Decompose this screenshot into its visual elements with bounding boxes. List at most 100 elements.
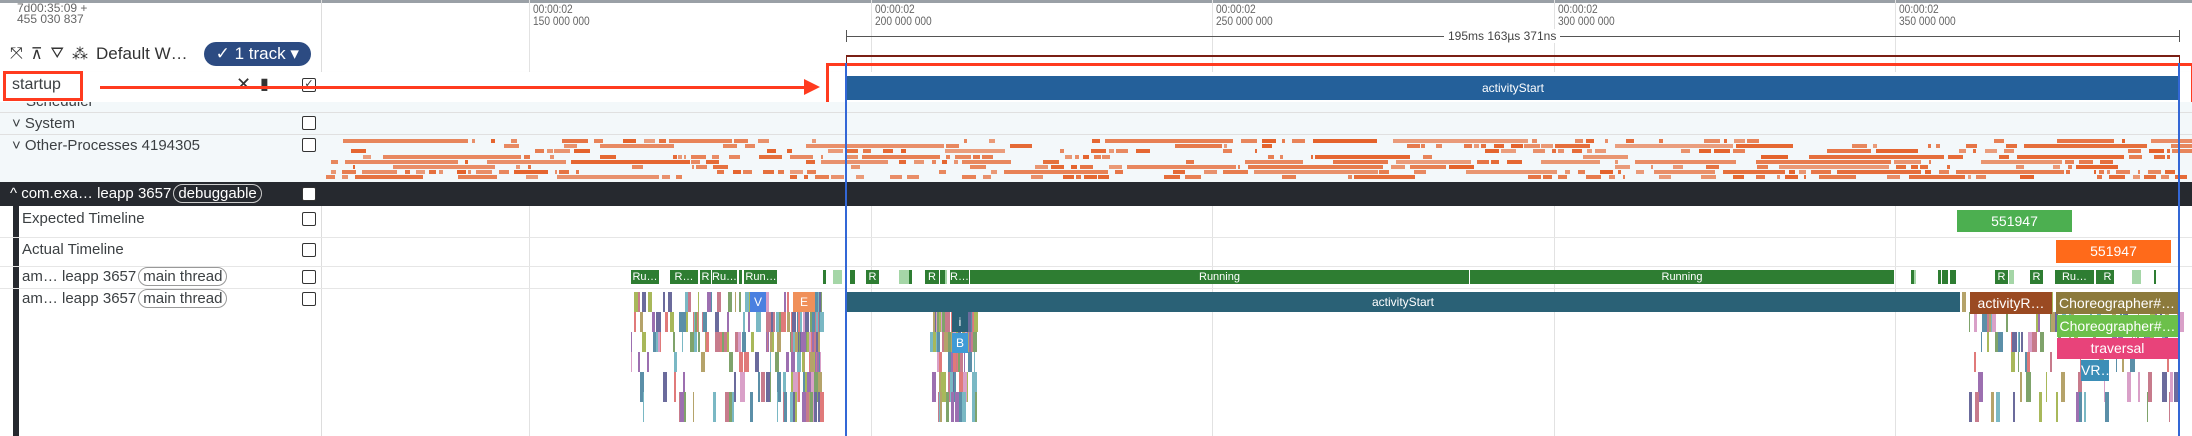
pin-icon[interactable]: ▮ xyxy=(260,76,269,93)
process-slice[interactable] xyxy=(1704,139,1720,143)
process-slice[interactable] xyxy=(1245,159,1304,164)
nested-slice[interactable] xyxy=(778,312,783,332)
thread-state-track[interactable]: am… leapp 3657 main thread Ru… R… R Ru… Run… R… xyxy=(0,266,2192,288)
nested-slice[interactable] xyxy=(2017,332,2019,352)
process-slice[interactable] xyxy=(1894,159,1922,164)
process-slice[interactable] xyxy=(1958,149,1967,154)
nested-slice[interactable] xyxy=(2046,372,2048,402)
process-slice[interactable] xyxy=(1010,144,1032,149)
nested-slice[interactable] xyxy=(639,312,643,332)
nested-slice[interactable] xyxy=(692,332,698,352)
process-slice[interactable] xyxy=(1051,165,1065,169)
nested-slice[interactable] xyxy=(808,332,812,352)
process-slice[interactable] xyxy=(828,149,843,154)
nested-slice[interactable] xyxy=(772,332,774,352)
nested-slice[interactable] xyxy=(803,352,806,372)
process-slice[interactable] xyxy=(1314,154,1411,159)
process-slice[interactable] xyxy=(1886,175,1901,180)
nested-slice[interactable] xyxy=(761,372,766,402)
process-slice[interactable] xyxy=(1909,175,1966,180)
process-slice[interactable] xyxy=(1723,139,1728,143)
nested-slice[interactable] xyxy=(765,372,770,402)
process-slice[interactable] xyxy=(526,175,538,180)
thread-state-slice[interactable] xyxy=(1913,270,1916,284)
process-slice[interactable] xyxy=(1713,149,1730,154)
process-slice[interactable] xyxy=(2079,159,2093,164)
process-slice[interactable] xyxy=(2116,170,2131,175)
process-slice[interactable] xyxy=(1354,175,1415,180)
nested-slice[interactable] xyxy=(1987,312,1989,332)
nested-slice[interactable] xyxy=(732,392,734,422)
nested-slice[interactable] xyxy=(970,332,973,352)
nested-slice[interactable] xyxy=(728,292,733,312)
process-slice[interactable] xyxy=(2109,175,2125,180)
nested-slice[interactable] xyxy=(646,352,649,372)
process-slice[interactable] xyxy=(789,175,797,180)
process-slice[interactable] xyxy=(1075,154,1079,159)
process-slice[interactable] xyxy=(1282,139,1286,143)
process-slice[interactable] xyxy=(1222,170,1249,175)
nested-slice[interactable] xyxy=(971,392,976,422)
process-slice[interactable] xyxy=(504,144,519,149)
nested-slice[interactable] xyxy=(2075,392,2080,422)
nested-slice[interactable] xyxy=(790,332,793,352)
process-slice[interactable] xyxy=(2005,144,2017,149)
nested-slice[interactable] xyxy=(2174,372,2178,402)
running-state-slice[interactable]: R… xyxy=(950,270,970,284)
choreographer-slice[interactable]: Choreographer#… xyxy=(2056,292,2178,314)
process-slice[interactable] xyxy=(790,170,804,175)
process-slice[interactable] xyxy=(486,159,567,164)
nested-slice[interactable] xyxy=(1988,312,1991,332)
process-slice[interactable] xyxy=(805,159,816,164)
thread-state-slice[interactable] xyxy=(2153,270,2157,284)
nested-slice[interactable] xyxy=(2050,352,2053,372)
nested-slice[interactable] xyxy=(710,292,712,312)
nested-slice[interactable] xyxy=(799,332,801,352)
process-track-header[interactable]: ^ com.exa… leapp 3657 debuggable xyxy=(0,182,2192,206)
process-slice[interactable] xyxy=(1291,139,1305,143)
nested-slice[interactable] xyxy=(719,332,721,352)
running-state-slice[interactable]: Running xyxy=(970,270,1470,284)
process-slice[interactable] xyxy=(2167,154,2170,159)
nested-slice[interactable] xyxy=(2050,312,2056,332)
process-slice[interactable] xyxy=(677,154,683,159)
nested-slice[interactable] xyxy=(798,312,802,332)
nested-slice[interactable] xyxy=(947,332,951,352)
process-slice[interactable] xyxy=(1466,170,1557,175)
nested-slice[interactable] xyxy=(812,332,816,352)
process-slice[interactable] xyxy=(1920,165,1929,169)
e-slice[interactable]: E xyxy=(793,292,815,312)
nested-slice[interactable] xyxy=(640,372,644,402)
process-slice[interactable] xyxy=(1700,175,1717,180)
process-slice[interactable] xyxy=(1608,175,1615,180)
track-checkbox[interactable] xyxy=(302,270,316,284)
nested-slice[interactable] xyxy=(678,392,680,422)
process-slice[interactable] xyxy=(330,170,336,175)
nested-slice[interactable] xyxy=(936,312,939,332)
nested-slice[interactable] xyxy=(817,372,822,402)
process-slice[interactable] xyxy=(712,154,719,159)
nested-slice[interactable] xyxy=(734,292,736,312)
nested-slice[interactable] xyxy=(743,352,749,372)
process-slice[interactable] xyxy=(1993,139,2004,143)
process-slice[interactable] xyxy=(1485,149,1499,154)
process-slice[interactable] xyxy=(1555,144,1590,149)
process-slice[interactable] xyxy=(1736,144,1794,149)
nested-slice[interactable] xyxy=(963,372,968,402)
track-checkbox-checked[interactable]: ✓ xyxy=(302,78,316,92)
nested-slice[interactable] xyxy=(811,332,814,352)
nested-slice[interactable] xyxy=(792,372,795,402)
nested-slice[interactable] xyxy=(703,312,708,332)
nested-slice[interactable] xyxy=(814,332,819,352)
process-slice[interactable] xyxy=(1109,149,1115,154)
process-slice[interactable] xyxy=(2174,175,2188,180)
process-slice[interactable] xyxy=(1985,149,1998,154)
process-slice[interactable] xyxy=(1605,139,1608,143)
running-state-slice[interactable]: R xyxy=(2030,270,2044,284)
process-slice[interactable] xyxy=(555,170,558,175)
process-slice[interactable] xyxy=(1379,170,1390,175)
process-slice[interactable] xyxy=(1481,144,1486,149)
nested-slice[interactable] xyxy=(796,352,802,372)
process-slice[interactable] xyxy=(554,149,570,154)
nested-slice[interactable] xyxy=(694,312,696,332)
